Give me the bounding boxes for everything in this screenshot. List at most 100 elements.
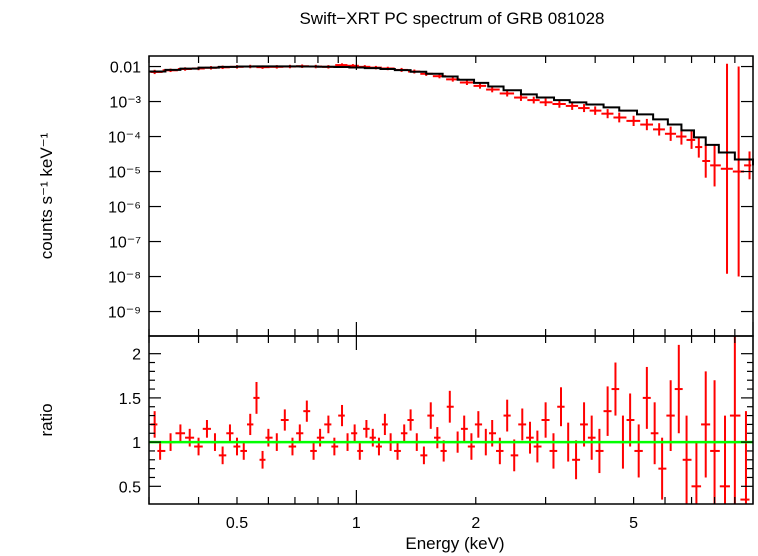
spectrum-data-point <box>653 123 665 136</box>
x-axis-label: Energy (keV) <box>405 534 504 553</box>
ratio-data-point <box>331 437 339 456</box>
ratio-data-point <box>363 420 370 438</box>
ratio-data-point <box>740 411 750 504</box>
spectrum-data-point <box>527 96 540 104</box>
ratio-data-point <box>650 402 659 465</box>
ratio-data-point <box>375 437 382 456</box>
spectrum-model-series <box>149 65 754 166</box>
spectrum-data-point <box>601 109 614 119</box>
ratio-data-series <box>150 336 750 504</box>
ratio-data-point <box>467 433 475 460</box>
ratio-data-point <box>400 424 408 443</box>
ratio-data-point <box>541 402 550 438</box>
x-tick-label: 2 <box>471 515 480 532</box>
ratio-data-point <box>603 386 612 436</box>
ratio-data-point <box>296 424 304 443</box>
ratio-data-point <box>474 411 483 438</box>
ratio-data-point <box>691 442 702 504</box>
ratio-data-point <box>719 415 730 504</box>
ratio-data-point <box>338 404 345 427</box>
ratio-panel-frame <box>148 335 754 505</box>
spectrum-data-point <box>664 126 677 141</box>
ratio-data-point <box>324 415 332 434</box>
ratio-data-point <box>194 437 203 456</box>
ratio-data-point <box>218 446 227 465</box>
ratio-data-point <box>503 399 511 432</box>
ratio-data-point <box>587 415 596 460</box>
ratio-data-point <box>381 413 388 436</box>
spectrum-data-point <box>552 100 566 108</box>
ratio-data-point <box>434 427 441 449</box>
ratio-data-point <box>549 433 558 469</box>
spectrum-data-point <box>744 151 752 180</box>
spectrum-data-point <box>686 130 696 149</box>
spectrum-data-point <box>720 63 733 274</box>
ratio-data-point <box>658 437 667 500</box>
spectrum-data-point <box>710 144 721 187</box>
x-tick-label: 5 <box>629 515 638 532</box>
ratio-data-point <box>595 428 604 474</box>
ratio-data-point <box>394 442 401 460</box>
ratio-data-point <box>634 424 643 478</box>
ratio-data-point <box>175 424 186 443</box>
ratio-data-point <box>446 390 454 423</box>
spectrum-data-point <box>578 104 590 113</box>
ratio-data-point <box>226 424 234 443</box>
ratio-data-point <box>259 450 266 469</box>
ratio-data-point <box>316 428 325 447</box>
ratio-data-point <box>420 446 428 465</box>
spectrum-data-point <box>589 106 602 115</box>
spectrum-data-point <box>499 90 515 97</box>
ratio-data-point <box>240 442 247 460</box>
ratio-data-point <box>701 371 711 478</box>
ratio-data-point <box>440 440 447 462</box>
ratio-data-point <box>369 428 376 447</box>
spectrum-data-point <box>613 112 627 123</box>
ratio-data-point <box>303 400 311 422</box>
spectrum-y-tick-label: 10⁻⁸ <box>108 270 141 287</box>
spectrum-y-axis-label: counts s⁻¹ keV⁻¹ <box>37 132 56 259</box>
ratio-data-point <box>246 413 254 436</box>
ratio-data-point <box>460 415 468 443</box>
spectrum-y-tick-label: 10⁻⁷ <box>109 235 141 252</box>
ratio-y-tick-label: 1 <box>132 435 141 452</box>
ratio-data-point <box>666 380 675 451</box>
spectrum-panel-frame <box>148 55 754 337</box>
spectrum-y-tick-label: 10⁻⁴ <box>108 130 141 147</box>
ratio-data-point <box>310 442 317 460</box>
ratio-data-point <box>280 409 289 431</box>
ratio-data-point <box>351 424 358 443</box>
ratio-y-tick-label: 2 <box>132 347 141 364</box>
ratio-data-point <box>510 439 519 472</box>
spectrum-y-tick-label: 10⁻⁹ <box>108 305 141 322</box>
spectrum-data-point <box>459 79 474 86</box>
ratio-data-point <box>580 402 588 447</box>
ratio-data-point <box>557 387 565 427</box>
ratio-data-point <box>185 428 195 447</box>
ratio-data-point <box>288 437 297 456</box>
ratio-data-point <box>533 430 542 463</box>
ratio-data-point <box>233 437 241 456</box>
ratio-data-point <box>682 415 692 504</box>
ratio-data-point <box>642 366 651 429</box>
spectrum-data-point <box>486 86 500 93</box>
spectrum-data-point <box>473 83 487 89</box>
spectrum-y-tick-label: 10⁻⁵ <box>108 165 141 182</box>
ratio-data-point <box>526 421 534 454</box>
ratio-data-point <box>518 408 527 441</box>
ratio-data-point <box>611 362 620 416</box>
spectrum-data-point <box>626 115 641 126</box>
ratio-data-point <box>157 442 166 460</box>
spectrum-y-tick-label: 10⁻⁶ <box>108 200 141 217</box>
spectrum-model-line <box>149 65 754 166</box>
x-tick-labels: 0.5 1 2 5 <box>226 515 638 532</box>
ratio-data-point <box>626 393 635 447</box>
ratio-data-point <box>427 402 435 429</box>
ratio-y-tick-label: 1.5 <box>119 391 141 408</box>
spectrum-data-point <box>640 118 654 131</box>
ratio-y-axis-label: ratio <box>37 403 56 436</box>
spectrum-y-tick-label: 10⁻³ <box>109 95 141 112</box>
spectrum-data-point <box>539 98 553 107</box>
chart-title: Swift−XRT PC spectrum of GRB 081028 <box>299 9 604 28</box>
